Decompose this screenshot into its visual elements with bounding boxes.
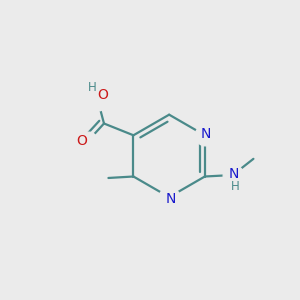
Text: N: N (229, 167, 239, 181)
Text: O: O (97, 88, 108, 102)
Text: H: H (231, 180, 239, 193)
Text: N: N (165, 193, 176, 206)
Point (167, 195, 172, 200)
Text: O: O (76, 134, 87, 148)
Text: H: H (88, 81, 97, 94)
Point (230, 172, 235, 177)
Point (202, 133, 207, 138)
Text: N: N (201, 127, 211, 141)
Point (96, 99, 100, 104)
Point (85, 139, 90, 144)
